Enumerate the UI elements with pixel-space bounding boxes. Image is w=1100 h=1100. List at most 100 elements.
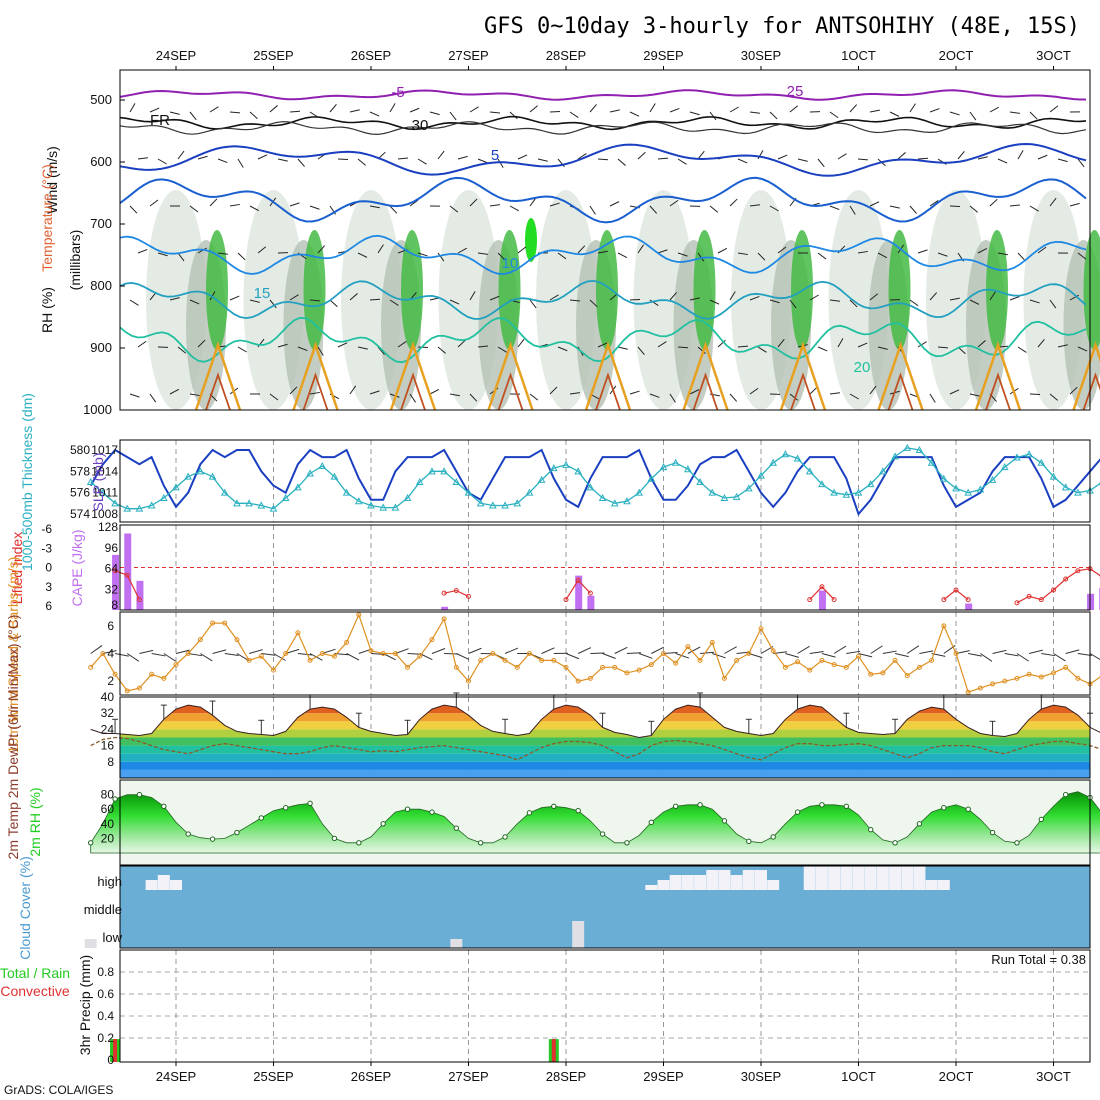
wind-barb <box>857 342 868 348</box>
wind-barb <box>189 299 200 305</box>
wind-barb <box>469 198 478 207</box>
wind-barb <box>777 246 787 254</box>
lifted-index-point <box>1014 600 1020 606</box>
thickness-point <box>818 480 826 488</box>
precip-y-tick: 0.6 <box>97 987 114 1001</box>
wind-barb <box>417 346 429 349</box>
wind-barb <box>217 158 228 164</box>
high-cloud-cell <box>852 865 865 890</box>
wind-barb <box>409 107 420 113</box>
wind-barb <box>649 103 656 113</box>
wind-barb <box>237 252 246 261</box>
temperature-contour <box>119 279 1087 320</box>
wind-barb <box>977 248 988 254</box>
wind-barb <box>629 111 640 117</box>
warm-contour <box>194 341 242 411</box>
wind-barb <box>1037 246 1047 254</box>
wind-barb-10m <box>468 647 482 654</box>
low-cloud-cell <box>84 939 97 948</box>
high-cloud-cell <box>157 875 170 890</box>
thickness-point <box>111 499 119 507</box>
date-label-bottom: 28SEP <box>546 1069 586 1084</box>
wind-barb <box>449 111 457 121</box>
temperature-contour <box>119 142 1087 177</box>
wind-barb <box>357 252 368 258</box>
cloud-layer-label: low <box>102 930 122 945</box>
chart-title: GFS 0~10day 3-hourly for ANTSOHIHY (48E,… <box>484 14 1080 39</box>
wind-speed-point <box>136 685 142 691</box>
thickness-line <box>90 447 1100 510</box>
high-cloud-cell <box>889 865 902 890</box>
date-label-bottom: 1OCT <box>841 1069 876 1084</box>
wind-barb <box>357 158 366 166</box>
credit-label: GrADS: COLA/IGES <box>4 1083 113 1097</box>
lifted-index-line <box>443 589 469 597</box>
rh-point <box>770 834 776 840</box>
wind-barb-10m <box>797 645 810 654</box>
wind-barb <box>137 157 148 160</box>
wind-speed-point <box>587 675 593 681</box>
cape-bar <box>587 595 595 610</box>
thickness-point <box>525 488 534 496</box>
wind-barb <box>917 341 927 348</box>
wind-barb <box>637 346 645 355</box>
wind-barb <box>609 109 620 113</box>
rh-point <box>819 802 825 808</box>
thickness-point <box>1025 450 1033 458</box>
warm-contour-inner <box>1082 372 1100 411</box>
thickness-y-tick: 580 <box>70 443 90 457</box>
wind-barb <box>1057 158 1068 163</box>
rh-shading-area <box>986 230 1008 350</box>
wind-barb <box>389 299 399 306</box>
wind-barb <box>309 205 320 210</box>
wind-barb <box>577 153 587 160</box>
wind-barb <box>297 158 305 167</box>
thickness-point <box>1074 488 1082 496</box>
wind-speed-point <box>990 681 996 687</box>
wind-barb <box>1029 393 1041 396</box>
wind-barb <box>509 111 518 120</box>
wind-barb <box>289 202 300 207</box>
date-label-top: 2OCT <box>939 48 974 63</box>
wind-barb <box>177 346 187 354</box>
wind-barb <box>489 204 500 207</box>
wind-barb <box>777 338 785 348</box>
wind-speed-point <box>758 626 764 632</box>
wind-barb <box>889 111 900 117</box>
wind-barb-10m <box>346 653 360 661</box>
wind-barb <box>869 201 880 207</box>
wind-barb-10m <box>638 653 653 659</box>
wind-barb <box>1009 111 1020 114</box>
wind-barb <box>517 338 525 348</box>
wind-barb <box>729 106 739 113</box>
lifted-index-point <box>587 590 593 596</box>
wind-barb-10m <box>577 647 592 654</box>
temperature-contour <box>119 176 1087 224</box>
sounding-y-tick: 600 <box>90 154 112 169</box>
wind-barb <box>457 339 466 348</box>
wind-barb <box>849 205 856 215</box>
wind-barb <box>529 299 537 309</box>
date-label-top: 3OCT <box>1036 48 1071 63</box>
wind-barb <box>317 346 324 356</box>
wind-barb <box>917 249 928 254</box>
wind-barb-10m <box>297 653 312 656</box>
wind-barb <box>689 297 700 301</box>
wind-barb <box>1017 150 1024 160</box>
wind-speed-point <box>405 664 411 670</box>
wind-speed-point <box>307 657 313 663</box>
rh-point <box>892 840 898 846</box>
high-cloud-cell <box>864 865 877 890</box>
lifted-index-point <box>1063 576 1069 582</box>
wind-barb <box>989 106 999 113</box>
wind-speed-point <box>1014 675 1020 681</box>
warm-contour-inner <box>595 372 621 411</box>
wind-barb <box>497 252 506 261</box>
wind-barb <box>437 150 445 160</box>
wind-barb <box>417 158 427 165</box>
wind-barb <box>1049 393 1058 401</box>
temperature-contour <box>119 121 1087 136</box>
li-ylabel: Lifted Index <box>9 532 25 604</box>
wind-barb <box>457 155 468 160</box>
wind-barb <box>717 339 726 348</box>
